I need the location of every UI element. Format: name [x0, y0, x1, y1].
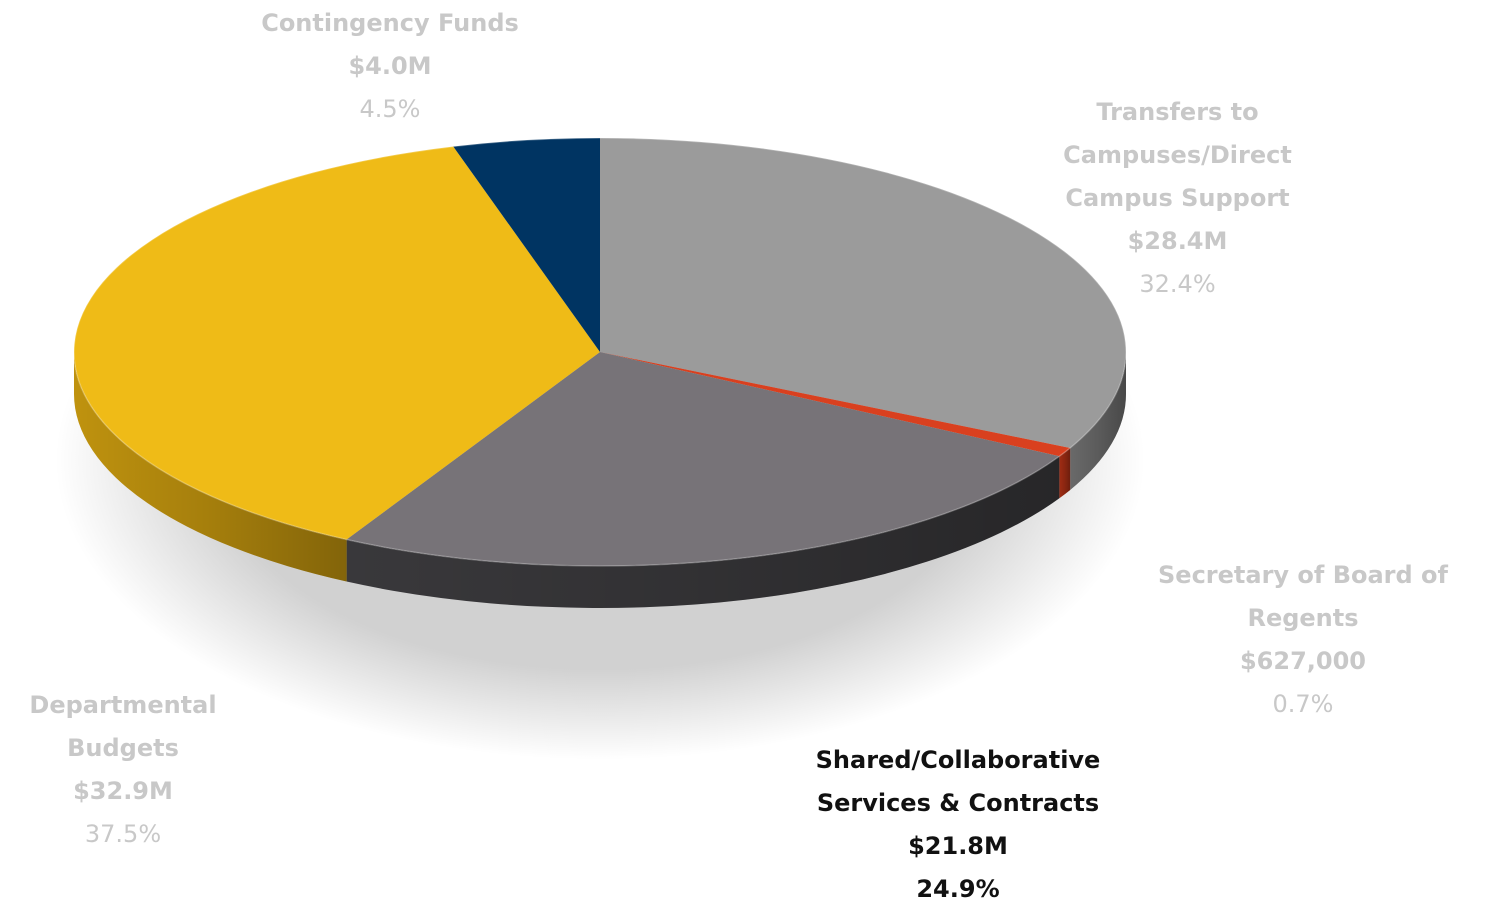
pie-side-shade-departmental — [73, 352, 347, 582]
slice-amount: $32.9M — [73, 777, 173, 805]
pie-slice-departmental — [74, 146, 601, 540]
slice-name-line: Campuses/Direct — [1063, 141, 1292, 169]
slice-name-line: Shared/Collaborative — [815, 746, 1101, 774]
slice-amount: $21.8M — [908, 832, 1008, 860]
slice-name-line: Departmental — [29, 691, 217, 719]
slice-label-contingency: Contingency Funds $4.0M 4.5% — [215, 2, 565, 131]
pie-sides — [73, 352, 1126, 609]
slice-label-transfers: Transfers to Campuses/Direct Campus Supp… — [1010, 91, 1345, 306]
slice-name-line: Contingency Funds — [261, 9, 519, 37]
slice-name-line: Services & Contracts — [816, 789, 1100, 817]
pie-side-shade-shared — [346, 456, 1060, 609]
slice-name-line: Budgets — [67, 734, 179, 762]
slice-percent: 4.5% — [359, 95, 421, 123]
slice-percent: 24.9% — [916, 875, 1000, 903]
slice-label-departmental: Departmental Budgets $32.9M 37.5% — [0, 684, 246, 856]
slice-percent: 0.7% — [1272, 690, 1334, 718]
pie-slice-contingency — [453, 138, 600, 352]
slice-name-line: Regents — [1247, 604, 1359, 632]
pie-slice-transfers — [600, 138, 1126, 448]
slice-label-shared: Shared/Collaborative Services & Contract… — [772, 739, 1144, 911]
pie-side-shade-secretary — [1059, 447, 1071, 499]
slice-amount: $4.0M — [348, 52, 432, 80]
slice-label-secretary: Secretary of Board of Regents $627,000 0… — [1128, 554, 1478, 726]
slice-amount: $28.4M — [1127, 227, 1228, 255]
pie-slice-secretary — [600, 352, 1071, 457]
pie-side-shade-transfers — [1070, 352, 1126, 490]
pie-tops — [73, 137, 1127, 567]
slice-name-line: Transfers to — [1096, 98, 1259, 126]
slice-name-line: Campus Support — [1065, 184, 1290, 212]
slice-name-line: Secretary of Board of — [1158, 561, 1448, 589]
slice-amount: $627,000 — [1239, 647, 1366, 675]
slice-percent: 37.5% — [84, 820, 162, 848]
pie-slice-shared — [346, 352, 1060, 567]
pie-rim — [73, 137, 1127, 567]
slice-percent: 32.4% — [1139, 270, 1216, 298]
